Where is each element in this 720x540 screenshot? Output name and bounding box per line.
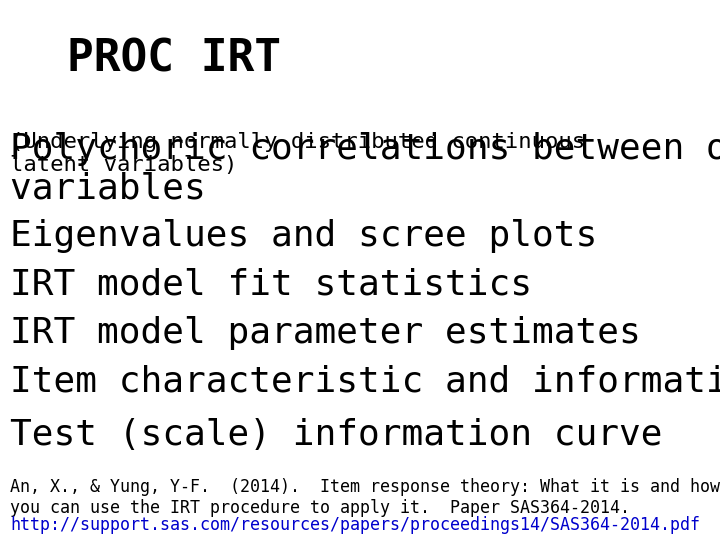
Text: Item characteristic and information curves: Item characteristic and information curv… [10,364,720,399]
Text: PROC IRT: PROC IRT [67,38,281,81]
Text: IRT model fit statistics: IRT model fit statistics [10,267,532,301]
Text: An, X., & Yung, Y-F.  (2014).  Item response theory: What it is and how
you can : An, X., & Yung, Y-F. (2014). Item respon… [10,478,720,517]
Text: Polychoric correlations between ordinal
variables: Polychoric correlations between ordinal … [10,132,720,206]
Text: http://support.sas.com/resources/papers/proceedings14/SAS364-2014.pdf: http://support.sas.com/resources/papers/… [10,516,701,534]
Text: Test (scale) information curve: Test (scale) information curve [10,418,663,453]
Text: IRT model parameter estimates: IRT model parameter estimates [10,316,642,350]
Text: (Underlying normally distributed continuous
latent variables): (Underlying normally distributed continu… [10,132,585,176]
Text: Eigenvalues and scree plots: Eigenvalues and scree plots [10,219,598,253]
